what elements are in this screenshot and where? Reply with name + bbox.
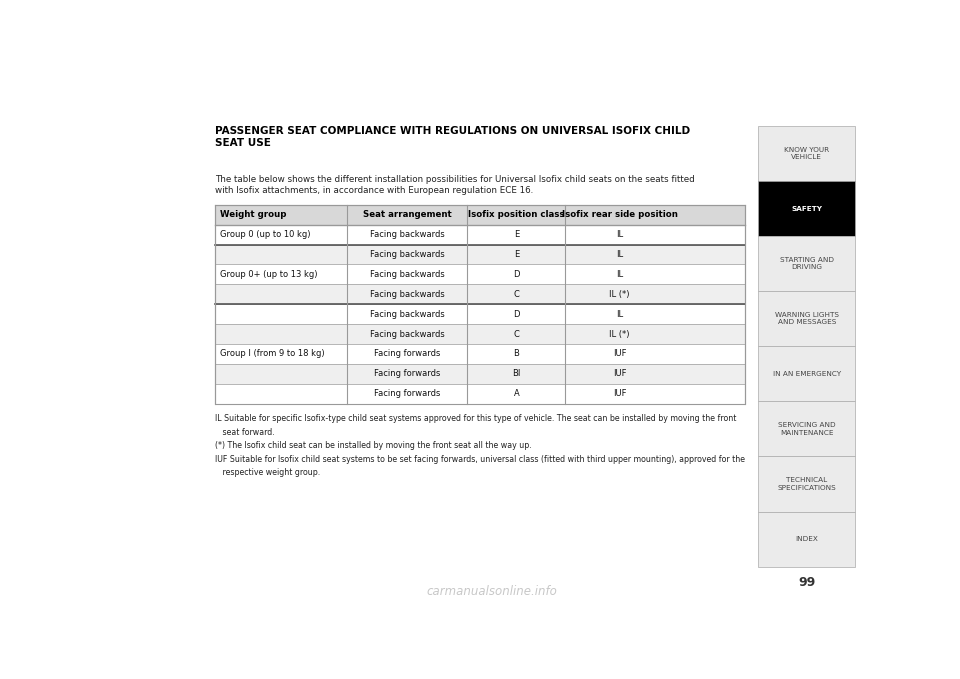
Text: Facing backwards: Facing backwards <box>370 250 444 259</box>
Text: IN AN EMERGENCY: IN AN EMERGENCY <box>773 371 841 377</box>
Text: SAFETY: SAFETY <box>791 206 822 212</box>
Bar <box>215 205 745 225</box>
Text: Facing forwards: Facing forwards <box>373 350 441 359</box>
Text: D: D <box>514 270 519 279</box>
Text: BI: BI <box>513 369 520 378</box>
Bar <box>758 291 855 346</box>
Text: TECHNICAL
SPECIFICATIONS: TECHNICAL SPECIFICATIONS <box>778 477 836 491</box>
Bar <box>758 236 855 291</box>
Text: IL (*): IL (*) <box>610 329 630 339</box>
Bar <box>758 401 855 456</box>
Bar <box>215 265 745 285</box>
Text: IL Suitable for specific Isofix-type child seat systems approved for this type o: IL Suitable for specific Isofix-type chi… <box>215 414 736 423</box>
Bar <box>758 346 855 401</box>
Text: IL (*): IL (*) <box>610 290 630 299</box>
Bar <box>215 304 745 324</box>
Text: IUF: IUF <box>612 389 627 398</box>
Text: A: A <box>514 389 519 398</box>
Bar <box>215 364 745 384</box>
Bar <box>215 324 745 344</box>
Text: Isofix rear side position: Isofix rear side position <box>562 210 678 219</box>
Text: IL: IL <box>616 270 623 279</box>
Text: IL: IL <box>616 310 623 318</box>
Text: IUF Suitable for Isofix child seat systems to be set facing forwards, universal : IUF Suitable for Isofix child seat syste… <box>215 455 745 464</box>
Text: The table below shows the different installation possibilities for Universal Iso: The table below shows the different inst… <box>215 175 695 195</box>
Text: Facing forwards: Facing forwards <box>373 369 441 378</box>
Text: IUF: IUF <box>612 350 627 359</box>
Bar <box>758 456 855 511</box>
Bar <box>758 181 855 236</box>
Text: Facing backwards: Facing backwards <box>370 230 444 239</box>
Text: Group 0+ (up to 13 kg): Group 0+ (up to 13 kg) <box>220 270 317 279</box>
Text: 99: 99 <box>798 576 815 589</box>
Text: IL: IL <box>616 250 623 259</box>
Text: E: E <box>514 230 519 239</box>
Text: INDEX: INDEX <box>795 536 818 542</box>
Text: Group 0 (up to 10 kg): Group 0 (up to 10 kg) <box>220 230 310 239</box>
Text: Facing backwards: Facing backwards <box>370 329 444 339</box>
Bar <box>215 244 745 265</box>
Text: IL: IL <box>616 230 623 239</box>
Text: seat forward.: seat forward. <box>215 428 275 437</box>
Text: Weight group: Weight group <box>220 210 286 219</box>
Bar <box>215 205 745 403</box>
Text: C: C <box>514 290 519 299</box>
Text: PASSENGER SEAT COMPLIANCE WITH REGULATIONS ON UNIVERSAL ISOFIX CHILD
SEAT USE: PASSENGER SEAT COMPLIANCE WITH REGULATIO… <box>215 126 690 148</box>
Text: STARTING AND
DRIVING: STARTING AND DRIVING <box>780 257 833 270</box>
Bar <box>758 511 855 567</box>
Text: C: C <box>514 329 519 339</box>
Text: Group I (from 9 to 18 kg): Group I (from 9 to 18 kg) <box>220 350 324 359</box>
Text: KNOW YOUR
VEHICLE: KNOW YOUR VEHICLE <box>784 147 829 160</box>
Text: Seat arrangement: Seat arrangement <box>363 210 451 219</box>
Bar <box>215 285 745 304</box>
Bar <box>215 344 745 364</box>
Text: WARNING LIGHTS
AND MESSAGES: WARNING LIGHTS AND MESSAGES <box>775 312 839 325</box>
Text: Facing backwards: Facing backwards <box>370 290 444 299</box>
Text: D: D <box>514 310 519 318</box>
Text: B: B <box>514 350 519 359</box>
Text: E: E <box>514 250 519 259</box>
Text: Isofix position class: Isofix position class <box>468 210 564 219</box>
Text: (*) The Isofix child seat can be installed by moving the front seat all the way : (*) The Isofix child seat can be install… <box>215 441 532 450</box>
Text: IUF: IUF <box>612 369 627 378</box>
Text: SERVICING AND
MAINTENANCE: SERVICING AND MAINTENANCE <box>778 422 835 436</box>
Text: carmanualsonline.info: carmanualsonline.info <box>426 585 558 598</box>
Text: Facing forwards: Facing forwards <box>373 389 441 398</box>
Text: Facing backwards: Facing backwards <box>370 310 444 318</box>
Bar <box>215 225 745 244</box>
Text: respective weight group.: respective weight group. <box>215 469 321 477</box>
Text: Facing backwards: Facing backwards <box>370 270 444 279</box>
Bar <box>758 126 855 181</box>
Bar <box>215 384 745 403</box>
